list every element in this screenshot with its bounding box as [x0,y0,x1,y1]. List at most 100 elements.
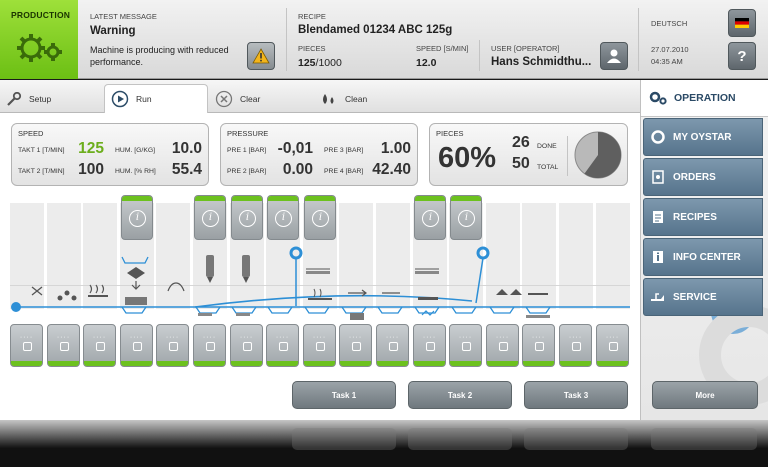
station-info-button[interactable]: i [231,195,263,240]
header-divider [286,8,287,71]
sidebar-item-my-oystar[interactable]: MY OYSTAR [643,118,763,156]
tab-setup[interactable]: Setup [6,84,96,113]
task-3-button[interactable]: Task 3 [524,381,628,409]
pieces-done-label: DONE [537,143,557,150]
status-indicator [121,361,152,366]
tab-clear[interactable]: Clear [215,84,305,113]
conveyor-guide-line [10,285,630,286]
station-square-icon [60,342,69,351]
station-square-icon [535,342,544,351]
status-indicator [231,361,262,366]
language-label: DEUTSCH [651,19,688,28]
station-square-icon [23,342,32,351]
status-indicator [560,361,591,366]
pre3-label: PRE 3 [BAR] [324,147,364,154]
station-dots-icon: ···· [202,334,217,341]
station-button[interactable]: ···· [522,324,555,367]
orders-icon [650,169,666,185]
station-button[interactable]: ···· [449,324,482,367]
warning-button[interactable] [247,42,275,70]
station-info-button[interactable]: i [450,195,482,240]
user-button[interactable] [600,42,628,70]
station-button[interactable]: ···· [486,324,519,367]
info-icon: i [239,210,256,227]
status-indicator [84,361,115,366]
station-info-button[interactable]: i [194,195,226,240]
production-status[interactable]: PRODUCTION [0,0,78,79]
task-2-button[interactable]: Task 2 [408,381,512,409]
blister-pockets [121,256,551,314]
takt2-label: TAKT 2 [T/MIN] [18,168,65,175]
station-button[interactable]: ···· [376,324,409,367]
warning-icon [252,48,270,64]
status-indicator [195,196,225,201]
station-button[interactable]: ···· [559,324,592,367]
header-divider [638,8,639,71]
station-button[interactable]: ···· [303,324,336,367]
status-indicator [304,361,335,366]
gears-icon [17,34,62,62]
status-indicator [194,361,225,366]
pre2-value: 0.00 [282,161,313,178]
pieces-total-value: 50 [512,155,530,172]
station-button[interactable]: ···· [156,324,189,367]
sidebar-item-orders[interactable]: ORDERS [643,158,763,196]
pressure-title: PRESSURE [227,129,269,138]
station-column [376,203,410,309]
header: PRODUCTION LATEST MESSAGE Warning Machin… [0,0,768,79]
station-info-button[interactable]: i [414,195,446,240]
tab-clean[interactable]: Clean [320,84,410,113]
pre1-label: PRE 1 [BAR] [227,147,267,154]
task-1-button[interactable]: Task 1 [292,381,396,409]
station-square-icon [352,342,361,351]
station-button[interactable]: ···· [120,324,153,367]
station-button[interactable]: ···· [230,324,263,367]
takt1-label: TAKT 1 [T/MIN] [18,147,65,154]
station-button[interactable]: ···· [83,324,116,367]
station-dots-icon: ···· [165,334,180,341]
station-square-icon [499,342,508,351]
gears-icon [649,91,667,105]
more-button[interactable]: More [652,381,758,409]
station-button[interactable]: ···· [339,324,372,367]
latest-message-title: Warning [90,25,136,37]
station-info-button[interactable]: i [304,195,336,240]
station-button[interactable]: ···· [266,324,299,367]
foil-roll-icon [11,302,21,312]
status-indicator [451,196,481,201]
sidebar-header[interactable]: OPERATION [641,80,768,117]
wrench-icon [6,91,22,106]
help-button[interactable]: ? [728,42,756,70]
station-button[interactable]: ···· [413,324,446,367]
recipes-icon [650,209,666,225]
foil-web [194,294,473,308]
process-flow-diagram [11,246,630,320]
station-info-button[interactable]: i [267,195,299,240]
user-value: Hans Schmidthu... [491,56,592,68]
station-square-icon [206,342,215,351]
station-square-icon [426,342,435,351]
sidebar-item-info-center[interactable]: INFO CENTER [643,238,763,276]
station-button[interactable]: ···· [596,324,629,367]
station-dots-icon: ···· [275,334,290,341]
language-button[interactable] [728,9,756,37]
station-button[interactable]: ···· [47,324,80,367]
station-square-icon [169,342,178,351]
station-info-button[interactable]: i [121,195,153,240]
station-column [47,203,81,309]
service-icon [650,289,666,305]
main-panel: SPEED TAKT 1 [T/MIN] 125 TAKT 2 [T/MIN] … [0,113,640,420]
pieces-total: /1000 [315,57,342,69]
station-dots-icon: ···· [129,334,144,341]
station-button[interactable]: ···· [10,324,43,367]
station-column [596,203,630,309]
status-indicator [305,196,335,201]
sidebar-item-recipes[interactable]: RECIPES [643,198,763,236]
tab-run[interactable]: Run [104,84,208,113]
sidebar-item-service[interactable]: SERVICE [643,278,763,316]
pre2-label: PRE 2 [BAR] [227,168,267,175]
station-dots-icon: ···· [568,334,583,341]
recipe-section: RECIPE Blendamed 01234 ABC 125g PIECES 1… [298,0,478,79]
station-button[interactable]: ···· [193,324,226,367]
status-indicator [487,361,518,366]
